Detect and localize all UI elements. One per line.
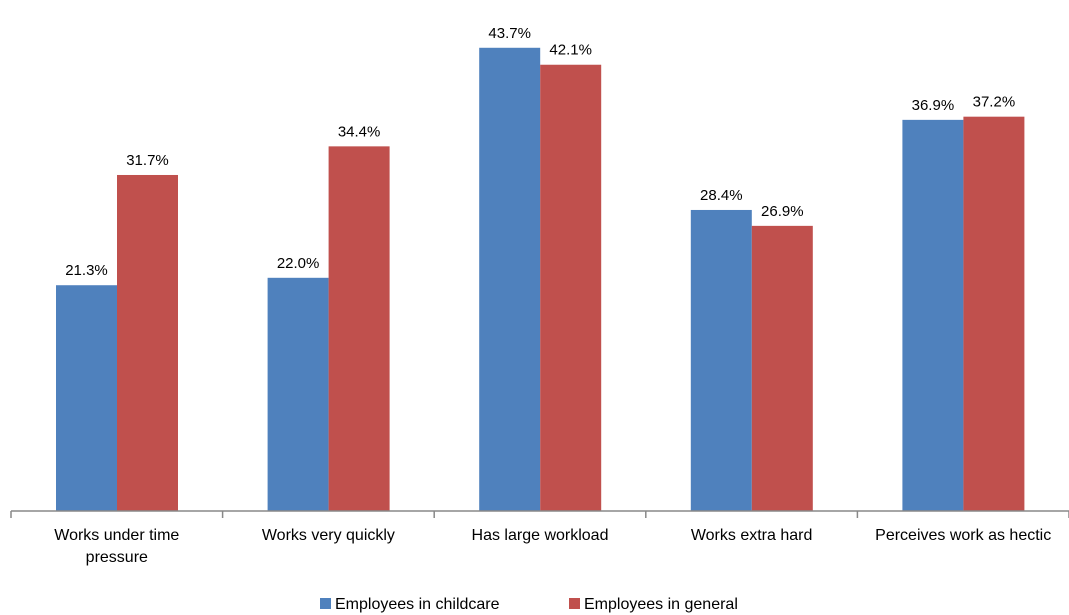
category-labels-layer: Works under time pressure Works very quick… (54, 527, 1051, 566)
value-label: 31.7% (126, 152, 169, 169)
bar-childcare-0 (56, 285, 117, 511)
value-label: 26.9% (761, 203, 804, 220)
value-label: 43.7% (488, 25, 531, 42)
value-label: 42.1% (549, 42, 592, 59)
bar-childcare-3 (690, 209, 752, 511)
category-label: Works under time pressure (54, 527, 179, 566)
value-label: 22.0% (277, 255, 320, 272)
legend-swatch-childcare (320, 598, 331, 609)
legend-label-general: Employees in general (584, 596, 738, 613)
value-label: 28.4% (700, 187, 743, 204)
bar-general-1 (328, 146, 390, 512)
category-label: Works very quickly (262, 527, 395, 544)
value-label: 36.9% (912, 97, 955, 114)
value-label: 37.2% (973, 94, 1016, 111)
legend: Employees in childcare Employees in gener… (320, 596, 738, 613)
category-label: Works extra hard (691, 527, 813, 544)
value-label: 21.3% (65, 262, 108, 279)
category-label: Perceives work as hectic (875, 527, 1051, 544)
legend-swatch-general (569, 598, 580, 609)
bar-childcare-4 (902, 119, 964, 512)
bar-general-4 (963, 116, 1025, 512)
bars-layer (56, 47, 1025, 512)
bar-general-0 (117, 174, 178, 512)
bar-general-2 (540, 64, 602, 512)
bar-general-3 (751, 225, 813, 512)
category-label: Has large workload (472, 527, 609, 544)
bar-childcare-1 (267, 277, 329, 511)
legend-label-childcare: Employees in childcare (335, 596, 500, 613)
bar-childcare-2 (479, 47, 541, 511)
x-axis-ticks (10, 511, 1069, 518)
value-labels-layer: 21.3% 31.7% 22.0% 34.4% 43.7% 42.1% 28.4% 26.9%… (65, 25, 1015, 279)
value-label: 34.4% (338, 123, 381, 140)
